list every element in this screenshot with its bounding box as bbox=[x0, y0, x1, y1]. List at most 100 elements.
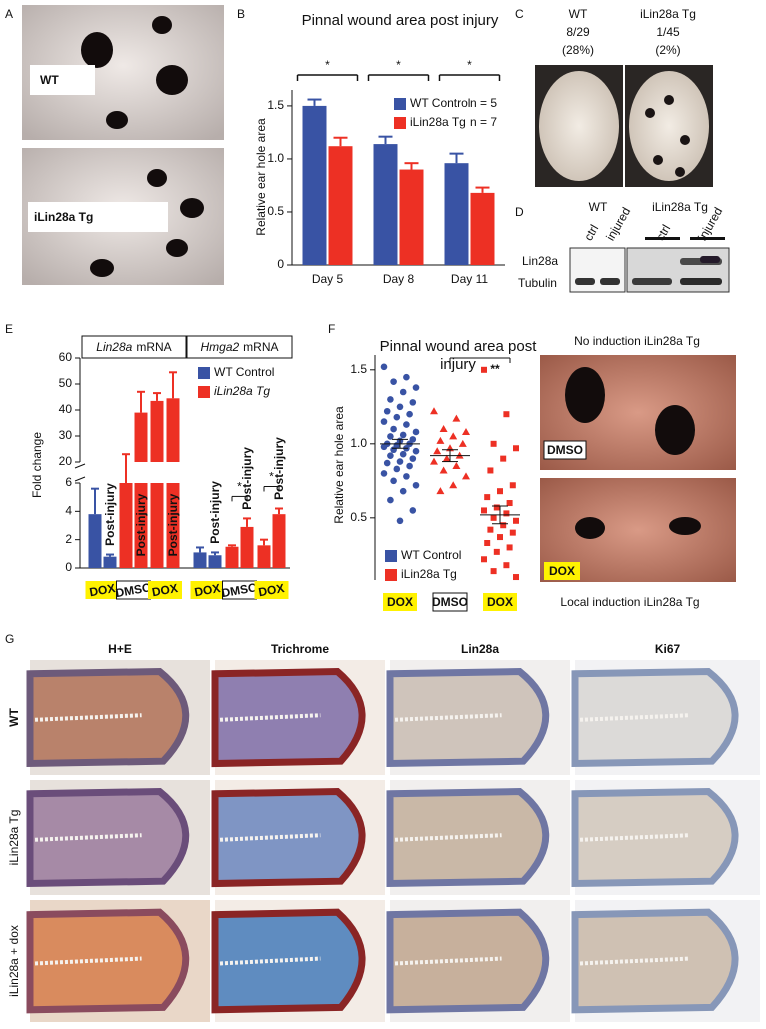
label-box bbox=[28, 202, 168, 232]
y-axis-label: Relative ear hole area bbox=[254, 118, 268, 236]
condition-label: DMSO bbox=[114, 580, 152, 600]
point bbox=[387, 396, 394, 403]
bar bbox=[208, 555, 222, 568]
photo-label: WT bbox=[40, 73, 59, 87]
column-header: Lin28a bbox=[461, 642, 499, 656]
significance-label: * bbox=[467, 58, 472, 72]
condition-box bbox=[190, 581, 225, 599]
point bbox=[380, 418, 388, 425]
legend-swatch bbox=[198, 386, 210, 398]
band-label: Tubulin bbox=[518, 276, 557, 290]
category-box bbox=[432, 592, 468, 612]
point bbox=[399, 487, 407, 495]
condition-label: DOX bbox=[193, 581, 221, 599]
point bbox=[380, 363, 388, 371]
ear bbox=[629, 71, 709, 181]
column-header: Ki67 bbox=[655, 642, 681, 656]
point bbox=[406, 410, 413, 418]
band-label: Lin28a bbox=[522, 254, 558, 268]
point bbox=[383, 407, 391, 415]
point bbox=[393, 413, 401, 421]
y-axis-label: Fold change bbox=[30, 432, 44, 498]
y-tick-label: 20 bbox=[59, 454, 73, 468]
bar bbox=[150, 400, 164, 462]
ear-hole bbox=[180, 198, 204, 218]
chart-title: Pinnal wound area post injury bbox=[301, 12, 499, 29]
tag-box bbox=[544, 562, 580, 580]
band bbox=[680, 278, 722, 285]
bar bbox=[470, 192, 495, 265]
panel-label: B bbox=[237, 7, 245, 21]
panel-label: D bbox=[515, 205, 524, 219]
point bbox=[513, 445, 519, 452]
point bbox=[390, 425, 397, 433]
bar bbox=[193, 552, 207, 568]
count: 1/45 bbox=[656, 25, 680, 39]
point bbox=[509, 529, 516, 536]
blot bbox=[626, 247, 730, 293]
x-tick-label: Day 5 bbox=[312, 272, 344, 286]
x-tick-label: DOX bbox=[487, 595, 513, 609]
point bbox=[380, 470, 388, 477]
cartilage bbox=[579, 956, 690, 966]
genotype: WT bbox=[569, 7, 588, 21]
point bbox=[490, 514, 497, 521]
y-tick-label: 1.0 bbox=[267, 151, 284, 165]
point bbox=[430, 457, 438, 465]
point bbox=[412, 481, 420, 489]
point bbox=[481, 366, 487, 373]
panel-label: A bbox=[5, 7, 13, 21]
cartilage bbox=[394, 713, 502, 722]
condition-box bbox=[148, 581, 182, 599]
cartilage bbox=[34, 713, 142, 722]
point bbox=[452, 462, 461, 470]
legend-swatch bbox=[385, 569, 397, 581]
legend-label: WT Control bbox=[214, 365, 274, 379]
column-header: Trichrome bbox=[271, 642, 329, 656]
point bbox=[412, 384, 420, 391]
ear-hole bbox=[81, 32, 113, 68]
blot bbox=[569, 247, 626, 293]
point bbox=[513, 517, 519, 524]
ear-hole bbox=[669, 517, 701, 535]
cartilage bbox=[394, 956, 502, 966]
point bbox=[500, 455, 507, 462]
legend-swatch bbox=[198, 367, 210, 379]
point bbox=[506, 500, 513, 507]
header-box bbox=[81, 335, 187, 359]
photo-tag: DOX bbox=[549, 564, 575, 578]
bar bbox=[150, 483, 164, 568]
legend-label: iLin28a Tg bbox=[401, 567, 457, 581]
point bbox=[393, 465, 401, 473]
header: Hmga2 mRNA bbox=[200, 340, 278, 354]
ear-hole bbox=[664, 95, 674, 105]
panel-label: C bbox=[515, 7, 524, 21]
bar bbox=[399, 169, 424, 265]
point bbox=[390, 446, 397, 454]
lane-label: injured bbox=[603, 205, 633, 243]
point bbox=[433, 447, 442, 455]
condition-label: DOX bbox=[88, 581, 116, 599]
axis-break bbox=[74, 463, 86, 469]
y-tick-label: 50 bbox=[59, 376, 73, 390]
point bbox=[503, 562, 510, 569]
point bbox=[383, 459, 391, 467]
legend-swatch bbox=[394, 98, 406, 110]
point bbox=[490, 440, 497, 447]
legend-n: n = 5 bbox=[470, 96, 497, 110]
cartilage bbox=[394, 833, 502, 842]
cartilage bbox=[579, 713, 690, 722]
bar bbox=[240, 526, 254, 568]
y-tick-label: 0.5 bbox=[267, 204, 284, 218]
bar-line bbox=[645, 237, 680, 240]
cartilage bbox=[34, 956, 142, 966]
tissue bbox=[211, 667, 366, 768]
y-tick-label: 0 bbox=[65, 560, 72, 574]
point bbox=[430, 407, 438, 415]
point bbox=[452, 414, 461, 422]
point bbox=[406, 462, 413, 470]
band bbox=[632, 278, 672, 285]
panel-label: E bbox=[5, 322, 13, 336]
bar bbox=[134, 412, 148, 462]
